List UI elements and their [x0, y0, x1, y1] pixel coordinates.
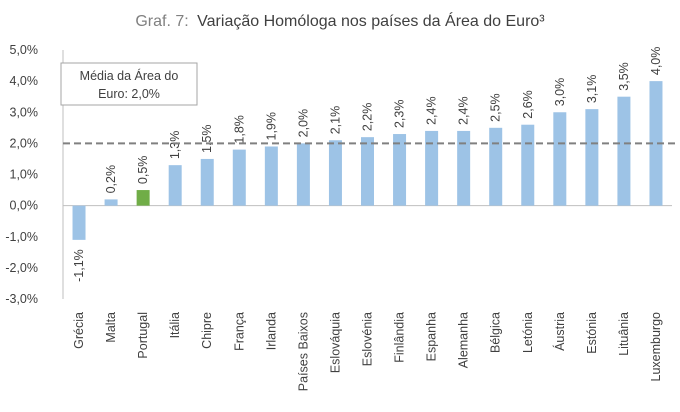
category-label: Malta [104, 312, 118, 343]
annotation-line-2: Euro: 2,0% [98, 87, 160, 101]
category-label: França [232, 312, 246, 351]
data-label: -1,1% [72, 249, 86, 282]
bar [553, 112, 567, 206]
category-label: Irlanda [264, 312, 278, 350]
data-label: 0,5% [136, 156, 150, 185]
y-tick-label: -1,0% [5, 230, 38, 244]
category-label: Eslovénia [361, 312, 375, 366]
data-label: 2,2% [361, 103, 375, 132]
data-label: 3,0% [553, 78, 567, 107]
data-label: 2,6% [521, 90, 535, 119]
y-tick-label: 1,0% [10, 168, 39, 182]
bar [521, 124, 535, 206]
bar [264, 146, 278, 206]
data-label: 3,1% [585, 75, 599, 104]
bar [617, 96, 631, 206]
x-axis-labels: Grécia Malta Portugal Itália Chipre França Irl… [72, 312, 663, 391]
category-label: Itália [168, 312, 182, 338]
y-tick-label: 0,0% [10, 199, 39, 213]
category-label: Países Baixos [296, 312, 310, 391]
data-label: 2,3% [393, 100, 407, 129]
annotation-frame [60, 62, 198, 106]
chart-title-prefix: Graf. 7: [135, 13, 188, 30]
category-label: Portugal [136, 312, 150, 359]
bar [425, 130, 439, 206]
category-label: Eslováquia [328, 312, 342, 373]
data-label: 2,4% [425, 96, 439, 125]
bar [136, 190, 150, 206]
category-label: Letónia [521, 312, 535, 353]
data-label: 2,5% [489, 93, 503, 122]
bar [200, 158, 214, 206]
data-label: 1,9% [264, 112, 278, 141]
category-label: Lituânia [617, 312, 631, 356]
y-tick-label: -2,0% [5, 261, 38, 275]
bar [393, 134, 407, 206]
y-tick-label: 2,0% [10, 136, 39, 150]
bar [104, 199, 118, 206]
bar [168, 165, 182, 206]
category-label: Bélgica [489, 312, 503, 353]
data-label: 2,0% [296, 109, 310, 138]
bar [489, 127, 503, 206]
annotation-line-1: Média da Área do [80, 68, 179, 83]
bar [232, 149, 246, 206]
bar [361, 137, 374, 206]
data-label: 2,4% [457, 96, 471, 125]
category-label: Luxemburgo [649, 312, 663, 382]
category-label: Finlândia [393, 312, 407, 363]
data-label: 2,1% [328, 106, 342, 135]
bar [296, 143, 310, 206]
chart-title: Graf. 7: Variação Homóloga nos países da… [135, 11, 545, 30]
data-label: 0,2% [104, 165, 118, 194]
category-label: Áustria [552, 312, 567, 351]
y-tick-label: 5,0% [10, 43, 39, 57]
y-tick-label: -3,0% [5, 292, 38, 306]
y-tick-label: 4,0% [10, 74, 39, 88]
data-label: 1,8% [232, 115, 246, 144]
data-label: 1,3% [168, 131, 182, 160]
bar [72, 205, 86, 240]
y-axis-ticks: -3,0% -2,0% -1,0% 0,0% 1,0% 2,0% 3,0% 4,0% 5,0% [5, 43, 38, 306]
category-label: Grécia [72, 312, 86, 349]
chart-title-main: Variação Homóloga nos países da Área do … [197, 11, 545, 30]
bar [585, 109, 599, 206]
bar [457, 130, 471, 206]
data-label: 1,5% [200, 124, 214, 153]
average-annotation-box: Média da Área do Euro: 2,0% [60, 62, 198, 106]
category-label: Chipre [200, 312, 214, 349]
data-label: 3,5% [617, 62, 631, 91]
bar [328, 140, 342, 206]
category-label: Espanha [425, 312, 439, 361]
data-label: 4,0% [649, 47, 663, 76]
y-tick-label: 3,0% [10, 105, 39, 119]
plot-area: -1,1% 0,2% 0,5% 1,3% 1,5% 1,8% 1,9% 2,0% 2,1% 2,2… [62, 47, 678, 299]
category-label: Alemanha [457, 312, 471, 368]
bar [649, 81, 663, 206]
category-label: Estónia [585, 312, 599, 354]
